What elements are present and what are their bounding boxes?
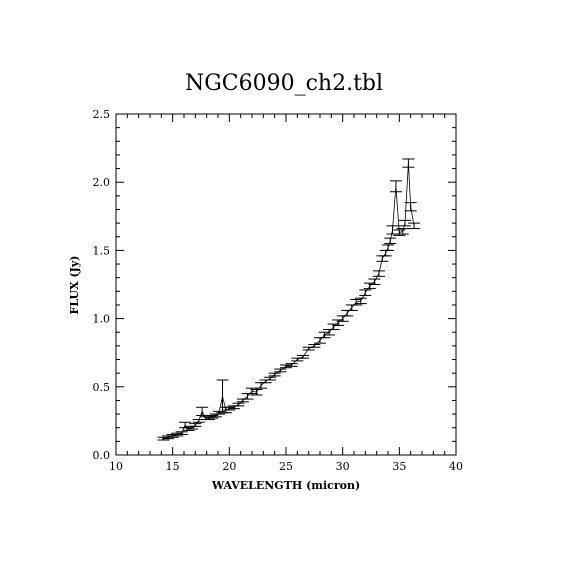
axis-ticks: 10 15 20 25 30 35 40 0.0 0.5 1.0 1.5 2.0 2.5	[93, 108, 464, 473]
data-point	[216, 379, 229, 414]
y-axis-label: FLUX (Jy)	[68, 256, 81, 315]
data-point	[179, 421, 192, 429]
x-tick-label: 40	[449, 460, 463, 473]
data-point	[382, 244, 394, 251]
y-tick-label: 1.5	[93, 244, 111, 257]
data-point	[274, 368, 287, 373]
data-point	[379, 249, 392, 257]
plot-frame	[115, 113, 457, 456]
data-point	[297, 354, 309, 359]
data-point	[255, 382, 268, 389]
data-point	[314, 337, 326, 344]
data-point	[268, 372, 281, 377]
data-point	[189, 423, 202, 427]
data-series	[157, 158, 421, 441]
data-point	[359, 289, 372, 296]
data-point	[175, 431, 188, 436]
y-tick-label: 2.0	[93, 176, 111, 189]
data-point	[402, 158, 415, 168]
data-point	[399, 219, 411, 227]
data-point	[393, 229, 406, 236]
data-point	[241, 393, 254, 400]
data-point	[386, 225, 399, 235]
data-point	[368, 278, 381, 285]
x-tick-label: 30	[336, 460, 350, 473]
data-point	[404, 202, 417, 212]
y-tick-label: 1.0	[93, 313, 111, 326]
data-point	[354, 297, 367, 305]
y-tick-label: 0.0	[93, 449, 111, 462]
x-tick-label: 35	[392, 460, 406, 473]
data-point	[232, 402, 245, 407]
y-tick-label: 2.5	[93, 108, 111, 121]
series-line	[163, 163, 415, 439]
data-point	[196, 406, 209, 416]
x-tick-label: 20	[222, 460, 236, 473]
data-point	[250, 389, 263, 396]
data-point	[384, 237, 397, 245]
data-point	[308, 344, 321, 348]
data-point	[264, 376, 277, 381]
data-point	[396, 228, 409, 235]
data-point	[341, 309, 354, 317]
chart-title: NGC6090_ch2.tbl	[185, 71, 383, 96]
data-point	[389, 180, 402, 193]
data-point	[285, 363, 298, 367]
x-tick-label: 25	[279, 460, 293, 473]
data-point	[345, 304, 358, 311]
x-tick-label: 10	[109, 460, 123, 473]
x-axis-label: WAVELENGTH (micron)	[211, 479, 360, 492]
data-point	[408, 222, 421, 230]
data-point	[376, 255, 389, 262]
data-point	[372, 270, 385, 277]
y-tick-label: 0.5	[93, 381, 111, 394]
x-tick-label: 15	[166, 460, 180, 473]
